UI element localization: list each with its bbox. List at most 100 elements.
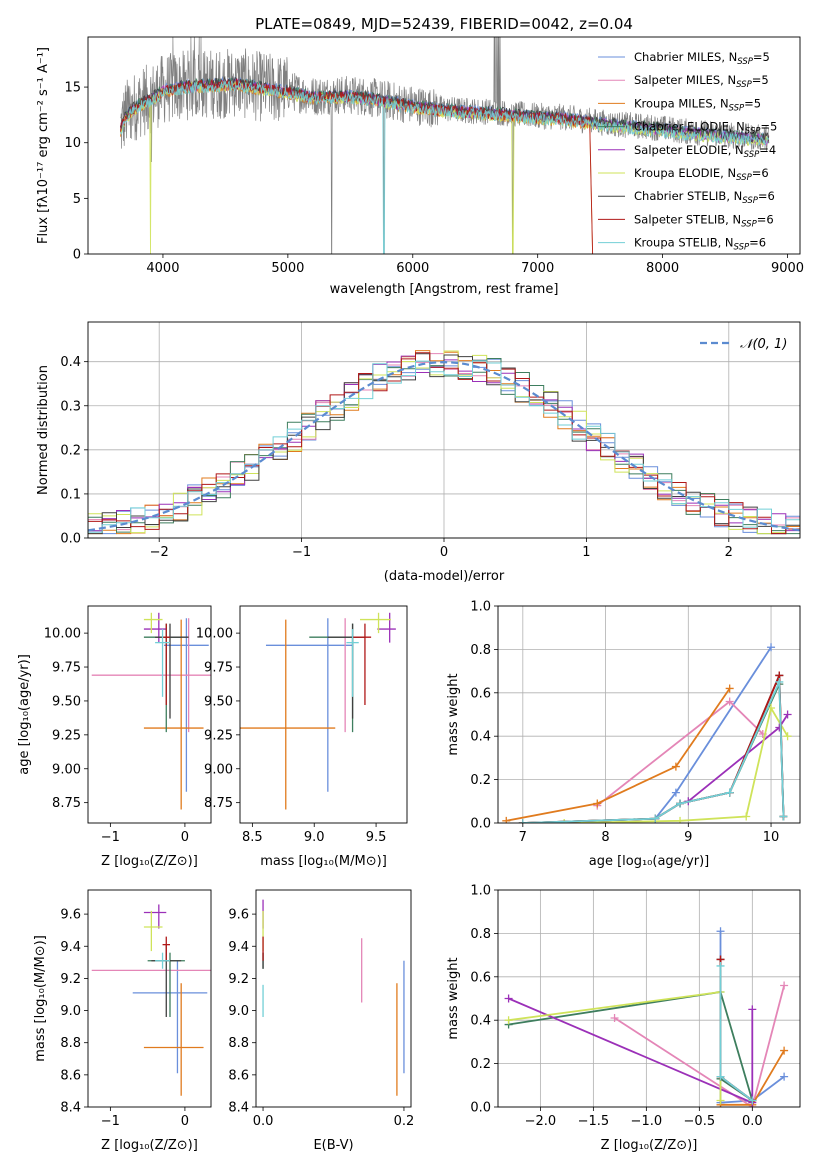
y-tick-label: 9.6 [228,908,249,923]
axes-mw_vs_age: 7 8 9 10 0.0 0.2 0.4 0.6 0.8 1.0 [470,600,801,845]
y-axis-label: Flux [fλ10⁻¹⁷ erg cm⁻² s⁻¹ A⁻¹] [36,47,51,244]
y-tick-label: 0.6 [470,686,491,701]
mass-weight-marker [610,1014,619,1023]
plot-area [504,927,789,1107]
mass-weight-line [522,675,785,823]
y-tick-label: 8.8 [60,1036,81,1051]
mass-weight-line [719,966,753,1102]
x-tick-label: 9 [684,830,692,845]
legend-gaussian-label: 𝒩(0, 1) [740,337,787,352]
y-tick-label: 9.50 [52,694,81,709]
legend-entry: Chabrier ELODIE, NSSP=5 [634,120,777,137]
x-axis-label: Z [log₁₀(Z/Z⊙)] [101,1138,198,1153]
mass-weight-line [522,681,785,823]
plot-area [502,643,792,823]
y-tick-label: 8.4 [60,1101,81,1116]
legend-model: Kroupa STELIB, N [634,236,734,250]
y-tick-label: 0.4 [470,1014,491,1029]
y-tick-label: 0.6 [470,970,491,985]
mass-weight-line [522,675,785,823]
y-axis-label: age [log₁₀(age/yr)] [17,654,32,775]
axes-age_vs_mass: 8.5 9.0 9.5 8.75 9.00 9.25 9.50 9.75 10.00 [196,605,408,845]
legend-sub: SSP [742,196,758,206]
y-tick-label: 8.4 [228,1101,249,1116]
legend-model: Salpeter ELODIE, N [634,143,744,157]
x-tick-label: −1 [292,545,311,560]
axes-frame [87,36,801,255]
x-axis-label: (data-model)/error [384,569,505,584]
y-tick-label: 10.00 [196,627,233,642]
mass-weight-marker [748,1005,757,1014]
legend-model: Kroupa ELODIE, N [634,166,736,180]
plot-area [120,37,770,254]
mass-weight-marker [783,732,792,741]
x-tick-label: 7000 [521,261,554,276]
legend-entry: Salpeter STELIB, NSSP=6 [634,212,774,229]
x-tick-label: 0 [440,545,448,560]
y-tick-label: 10.00 [44,627,81,642]
x-tick-label: −0.5 [684,1114,716,1129]
y-tick-label: 9.75 [204,661,233,676]
model-spectrum [120,79,770,254]
y-tick-label: 0.8 [470,927,491,942]
mass-weight-marker [780,1046,789,1055]
y-tick-label: 8.75 [52,796,81,811]
residual-histogram [88,352,800,535]
mass-weight-line [508,997,754,1105]
legend-value: =6 [757,212,774,226]
x-tick-label: −1.0 [631,1114,663,1129]
mass-weight-marker [676,816,685,823]
x-axis-label: Z [log₁₀(Z/Z⊙)] [101,854,198,869]
mass-weight-marker [742,812,751,821]
y-tick-label: 10 [64,136,81,151]
gaussian-curve [88,360,800,532]
mass-weight-marker [593,799,602,808]
y-axis-label: mass [log₁₀(M/M⊙)] [33,935,48,1062]
y-tick-label: 0.3 [60,399,81,414]
legend-sub: SSP [744,150,760,160]
legend-value: =6 [749,236,766,250]
y-tick-label: 9.0 [60,1004,81,1019]
y-tick-label: 0.0 [470,1101,491,1116]
mass-weight-marker [504,994,513,1003]
axes-frame [87,321,801,539]
x-tick-label: 5000 [271,261,304,276]
x-tick-label: 9.5 [366,830,387,845]
y-tick-label: 0.0 [470,817,491,832]
y-tick-label: 1.0 [470,600,491,615]
x-tick-label: 8.5 [242,830,263,845]
y-tick-label: 0.1 [60,487,81,502]
y-tick-label: 0.2 [470,1057,491,1072]
mass-weight-marker [716,1072,725,1081]
x-tick-label: 7 [519,830,527,845]
axes-spectrum: 4000 5000 6000 7000 8000 9000 0 5 10 15 [64,36,804,276]
legend-value: =5 [752,73,769,87]
y-tick-label: 0.4 [470,730,491,745]
legend-sub: SSP [729,103,745,113]
mass-weight-marker [767,643,776,652]
x-axis-label: E(B-V) [313,1138,353,1153]
legend-sub: SSP [745,127,761,137]
y-tick-label: 9.2 [228,972,249,987]
axes-frame [497,889,801,1108]
y-tick-label: 8.6 [228,1068,249,1083]
y-tick-label: 0 [73,248,81,263]
mass-weight-line [596,700,764,807]
axes-mass_vs_Z: −1 0 8.4 8.6 8.8 9.0 9.2 9.4 9.6 [60,889,212,1129]
observed-spectrum [120,37,769,254]
y-tick-label: 0.4 [60,355,81,370]
plot-area [91,904,211,1096]
x-axis-label: Z [log₁₀(Z/Z⊙)] [601,1138,698,1153]
x-tick-label: 0.2 [394,1114,415,1129]
y-tick-label: 9.50 [204,694,233,709]
mass-weight-marker [725,697,734,706]
x-tick-label: 4000 [146,261,179,276]
axes-frame [87,889,212,1108]
axes-frame [255,889,412,1108]
x-tick-label: 1 [582,545,590,560]
mass-weight-marker [671,788,680,797]
legend-entry: Kroupa STELIB, NSSP=6 [634,236,766,253]
mass-weight-marker [671,762,680,771]
